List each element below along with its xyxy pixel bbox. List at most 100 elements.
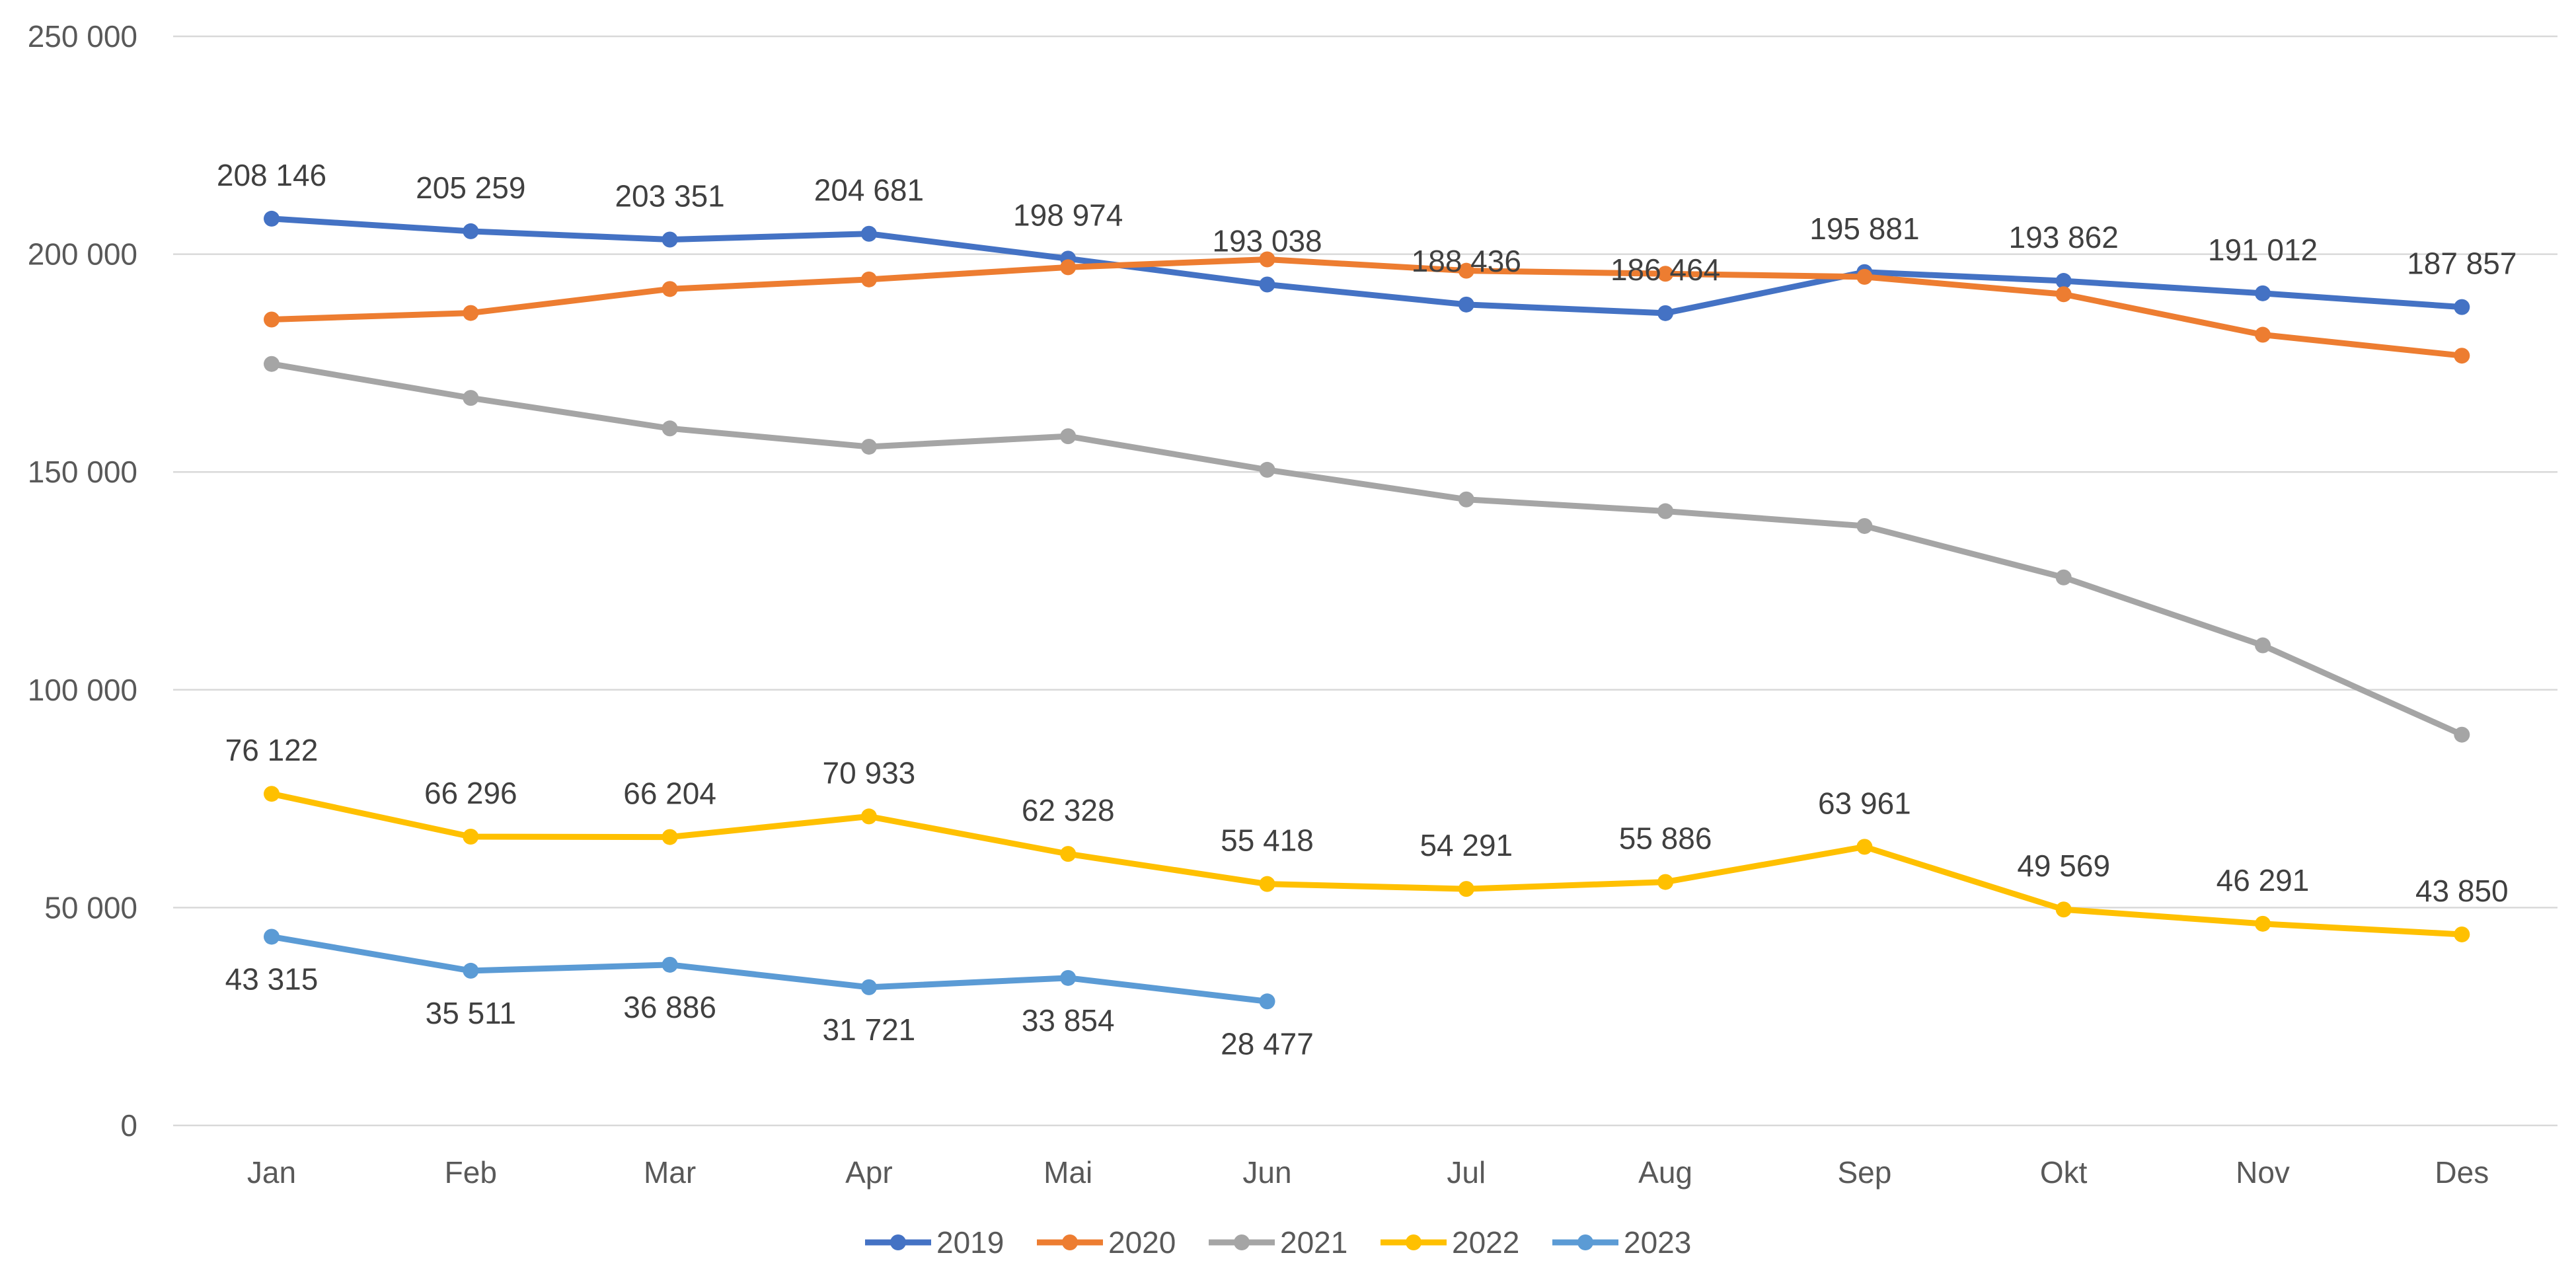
data-label: 28 477 <box>1221 1026 1314 1061</box>
data-point <box>662 420 678 437</box>
x-tick-label: Mar <box>644 1155 696 1190</box>
data-point <box>463 390 479 406</box>
series-line-2019 <box>268 215 2465 317</box>
data-point <box>1657 305 1674 321</box>
data-point <box>2055 569 2072 586</box>
data-point <box>2255 637 2271 654</box>
data-point <box>1458 491 1474 508</box>
data-label: 62 328 <box>1022 793 1115 827</box>
legend-item-2023: 2023 <box>1552 1225 1691 1260</box>
series-line-2023 <box>268 933 1270 1004</box>
data-label: 33 854 <box>1022 1003 1115 1038</box>
data-point <box>1060 259 1077 276</box>
data-point <box>1856 268 1873 285</box>
data-point <box>463 962 479 979</box>
data-point <box>2055 273 2072 289</box>
y-axis-ticks: 0 50 000 100 000 150 000 200 000 250 000 <box>28 19 137 1143</box>
data-point <box>662 829 678 845</box>
data-point <box>2055 901 2072 918</box>
series-2023 <box>264 928 1275 1010</box>
x-tick-label: Sep <box>1837 1155 1891 1190</box>
x-tick-label: Feb <box>445 1155 497 1190</box>
data-point <box>2454 348 2470 364</box>
data-point <box>1259 276 1275 293</box>
legend-swatch-marker <box>1577 1234 1593 1250</box>
legend-label: 2023 <box>1624 1225 1691 1260</box>
data-point <box>2454 926 2470 942</box>
data-label: 66 204 <box>623 777 716 811</box>
data-label: 63 961 <box>1818 786 1911 820</box>
data-label: 195 881 <box>1809 211 1919 246</box>
data-point <box>2255 915 2271 932</box>
data-point <box>1259 876 1275 892</box>
legend-label: 2020 <box>1108 1225 1176 1260</box>
series-line-2022 <box>268 790 2465 938</box>
data-point <box>1458 881 1474 897</box>
data-label: 70 933 <box>823 755 916 790</box>
data-point <box>860 225 877 242</box>
series-2021 <box>264 356 2470 743</box>
data-point <box>1856 839 1873 855</box>
data-label: 203 351 <box>615 179 724 213</box>
x-axis-ticks: Jan Feb Mar Apr Mai Jun Jul Aug Sep Okt Nov Des <box>247 1155 2489 1190</box>
data-point <box>2055 286 2072 303</box>
legend-label: 2022 <box>1452 1225 1519 1260</box>
data-label: 193 862 <box>2009 220 2119 254</box>
x-tick-label: Jun <box>1242 1155 1291 1190</box>
data-point <box>1259 251 1275 268</box>
data-point <box>1259 993 1275 1010</box>
x-tick-label: Jul <box>1447 1155 1486 1190</box>
data-point <box>860 438 877 455</box>
data-point <box>264 786 280 802</box>
data-label: 49 569 <box>2017 849 2110 883</box>
data-point <box>662 231 678 248</box>
data-label: 191 012 <box>2208 233 2318 267</box>
legend-swatch-marker <box>1234 1234 1250 1250</box>
data-label: 76 122 <box>225 733 319 767</box>
legend-label: 2019 <box>936 1225 1004 1260</box>
data-point <box>463 828 479 845</box>
x-tick-label: Mai <box>1043 1155 1092 1190</box>
data-label: 188 436 <box>1412 244 1521 278</box>
data-point <box>2454 726 2470 743</box>
x-tick-label: Apr <box>845 1155 893 1190</box>
data-label: 198 974 <box>1013 198 1123 232</box>
y-tick-label: 200 000 <box>28 237 137 272</box>
series-2022 <box>264 786 2470 942</box>
x-tick-label: Jan <box>247 1155 296 1190</box>
series-line-2021 <box>268 361 2465 738</box>
data-point <box>860 979 877 995</box>
data-point <box>1060 969 1077 986</box>
series-lines <box>264 210 2470 1010</box>
y-tick-label: 0 <box>120 1108 137 1143</box>
data-point <box>1856 517 1873 534</box>
data-point <box>1060 846 1077 862</box>
legend-label: 2021 <box>1280 1225 1347 1260</box>
data-point <box>264 928 280 945</box>
data-point <box>1657 503 1674 519</box>
data-label: 193 038 <box>1212 223 1322 258</box>
data-label: 205 259 <box>416 170 525 205</box>
data-point <box>463 223 479 239</box>
data-label: 187 857 <box>2407 246 2517 281</box>
data-label: 43 850 <box>2415 874 2509 908</box>
data-labels: 208 146 205 259 203 351 204 681 198 974 193 0… <box>217 158 2517 1061</box>
data-label: 31 721 <box>823 1012 916 1047</box>
y-tick-label: 150 000 <box>28 455 137 489</box>
data-point <box>2255 285 2271 301</box>
data-point <box>1458 262 1474 279</box>
x-tick-label: Des <box>2435 1155 2489 1190</box>
data-label: 46 291 <box>2216 863 2310 897</box>
data-label: 208 146 <box>217 158 326 192</box>
legend-item-2021: 2021 <box>1209 1225 1347 1260</box>
legend-item-2022: 2022 <box>1381 1225 1519 1260</box>
legend-swatch-marker <box>1406 1234 1421 1250</box>
data-point <box>264 311 280 328</box>
data-point <box>860 808 877 825</box>
data-point <box>2255 326 2271 343</box>
data-point <box>2454 299 2470 315</box>
data-point <box>463 305 479 321</box>
legend-swatch-marker <box>890 1234 906 1250</box>
y-tick-label: 50 000 <box>44 890 137 925</box>
